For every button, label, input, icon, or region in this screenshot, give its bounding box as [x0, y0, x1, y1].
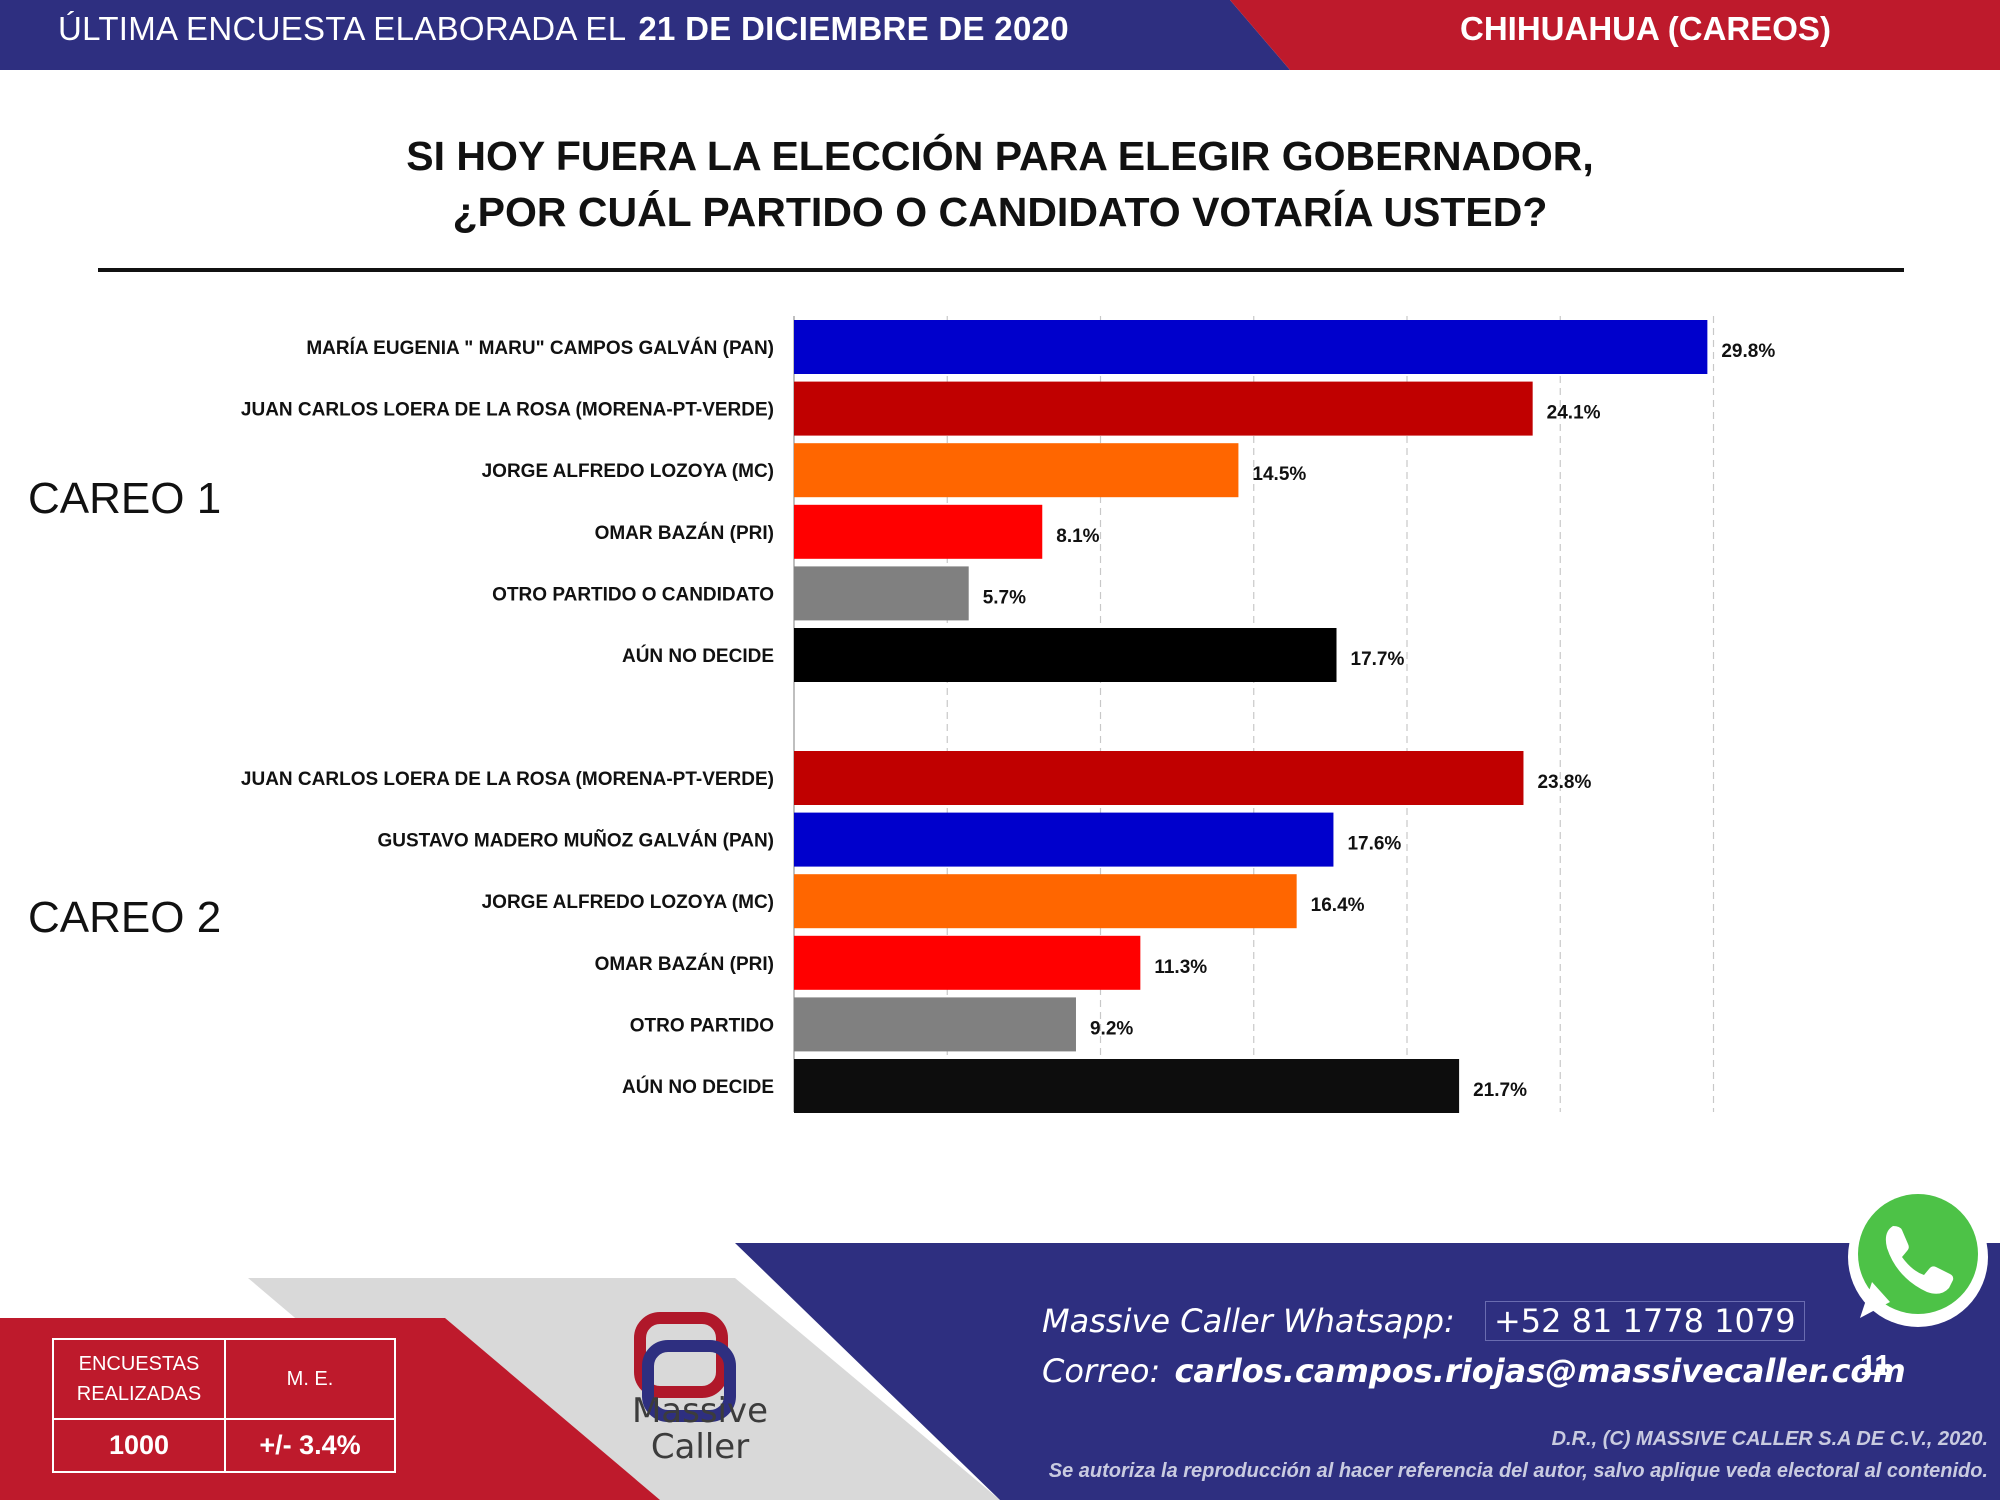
category-label: AÚN NO DECIDE — [622, 1076, 774, 1098]
bar-chart: MARÍA EUGENIA " MARU" CAMPOS GALVÁN (PAN… — [241, 316, 1775, 1113]
email-contact: Correo: carlos.campos.riojas@massivecall… — [1042, 1352, 1906, 1390]
email-link[interactable]: carlos.campos.riojas@massivecaller.com — [1174, 1352, 1906, 1390]
whatsapp-contact: Massive Caller Whatsapp: +52 81 1778 107… — [1042, 1301, 1805, 1341]
email-label: Correo: — [1042, 1352, 1161, 1390]
bar — [794, 751, 1524, 805]
category-label: GUSTAVO MADERO MUÑOZ GALVÁN (PAN) — [377, 830, 774, 852]
category-label: OMAR BAZÁN (PRI) — [595, 522, 774, 544]
header-region: CHIHUAHUA (CAREOS) — [1460, 10, 1831, 47]
surveys-label-line-2: REALIZADAS — [76, 1383, 202, 1405]
category-label: AÚN NO DECIDE — [622, 645, 774, 667]
bar — [794, 628, 1337, 682]
data-label: 11.3% — [1154, 957, 1207, 978]
whatsapp-icon[interactable] — [1848, 1187, 1988, 1327]
copyright-line-2: Se autoriza la reproducción al hacer ref… — [1048, 1460, 1988, 1482]
bar — [794, 1059, 1460, 1113]
data-label: 5.7% — [983, 587, 1026, 608]
chart-title-line-1: SI HOY FUERA LA ELECCIÓN PARA ELEGIR GOB… — [406, 133, 1594, 179]
data-label: 17.7% — [1351, 649, 1405, 670]
bar — [794, 443, 1239, 498]
whatsapp-label: Massive Caller Whatsapp: — [1042, 1302, 1455, 1340]
data-label: 21.7% — [1473, 1080, 1527, 1101]
category-label: OMAR BAZÁN (PRI) — [595, 953, 774, 975]
header-label: ÚLTIMA ENCUESTA ELABORADA EL — [58, 10, 627, 47]
careo-1-label: CAREO 1 — [28, 474, 222, 523]
surveys-value: 1000 — [52, 1418, 226, 1473]
data-label: 14.5% — [1252, 464, 1306, 485]
bar — [794, 812, 1334, 867]
logo-line-1: Massive — [631, 1391, 769, 1431]
category-label: MARÍA EUGENIA " MARU" CAMPOS GALVÁN (PAN… — [306, 337, 774, 359]
copyright-line-1: D.R., (C) MASSIVE CALLER S.A DE C.V., 20… — [1551, 1428, 1988, 1450]
survey-stats-table: ENCUESTAS REALIZADAS M. E. 1000 +/- 3.4% — [52, 1338, 396, 1473]
category-label: JORGE ALFREDO LOZOYA (MC) — [482, 892, 774, 913]
bar — [794, 381, 1533, 436]
title-divider — [98, 268, 1904, 272]
data-label: 24.1% — [1547, 403, 1601, 424]
bar — [794, 320, 1708, 374]
data-label: 8.1% — [1056, 526, 1099, 547]
whatsapp-number[interactable]: +52 81 1778 1079 — [1484, 1301, 1805, 1341]
data-label: 9.2% — [1090, 1018, 1133, 1039]
me-value: +/- 3.4% — [224, 1418, 396, 1473]
category-label: JUAN CARLOS LOERA DE LA ROSA (MORENA-PT-… — [241, 400, 774, 421]
bar — [794, 504, 1043, 559]
page-number: 11 — [1860, 1350, 1891, 1382]
bar — [794, 935, 1141, 990]
bar — [794, 997, 1076, 1052]
header-band-navy — [0, 0, 1290, 70]
data-label: 16.4% — [1311, 895, 1365, 916]
header-band-red — [1230, 0, 2000, 70]
bar — [794, 874, 1297, 929]
category-label: JUAN CARLOS LOERA DE LA ROSA (MORENA-PT-… — [241, 769, 774, 790]
surveys-label-line-1: ENCUESTAS — [78, 1353, 200, 1375]
logo-mark — [634, 1312, 736, 1422]
logo-name: Massive Caller — [580, 1393, 820, 1465]
header-survey-date: ÚLTIMA ENCUESTA ELABORADA EL 21 DE DICIEM… — [58, 10, 1069, 48]
category-label: OTRO PARTIDO O CANDIDATO — [492, 584, 774, 605]
data-label: 23.8% — [1537, 772, 1591, 793]
chart-title-line-2: ¿POR CUÁL PARTIDO O CANDIDATO VOTARÍA US… — [452, 189, 1548, 235]
surveys-label-cell: ENCUESTAS REALIZADAS — [52, 1338, 226, 1420]
data-label: 29.8% — [1721, 341, 1775, 362]
footer-band-navy — [735, 1243, 2000, 1500]
category-label: OTRO PARTIDO — [630, 1015, 774, 1036]
chart-bars: MARÍA EUGENIA " MARU" CAMPOS GALVÁN (PAN… — [241, 320, 1775, 1113]
me-label: M. E. — [224, 1338, 396, 1420]
data-label: 17.6% — [1347, 834, 1401, 855]
category-label: JORGE ALFREDO LOZOYA (MC) — [482, 461, 774, 482]
bar — [794, 566, 969, 621]
header-date: 21 DE DICIEMBRE DE 2020 — [638, 10, 1069, 47]
careo-2-label: CAREO 2 — [28, 893, 222, 942]
logo-line-2: Caller — [650, 1427, 750, 1467]
